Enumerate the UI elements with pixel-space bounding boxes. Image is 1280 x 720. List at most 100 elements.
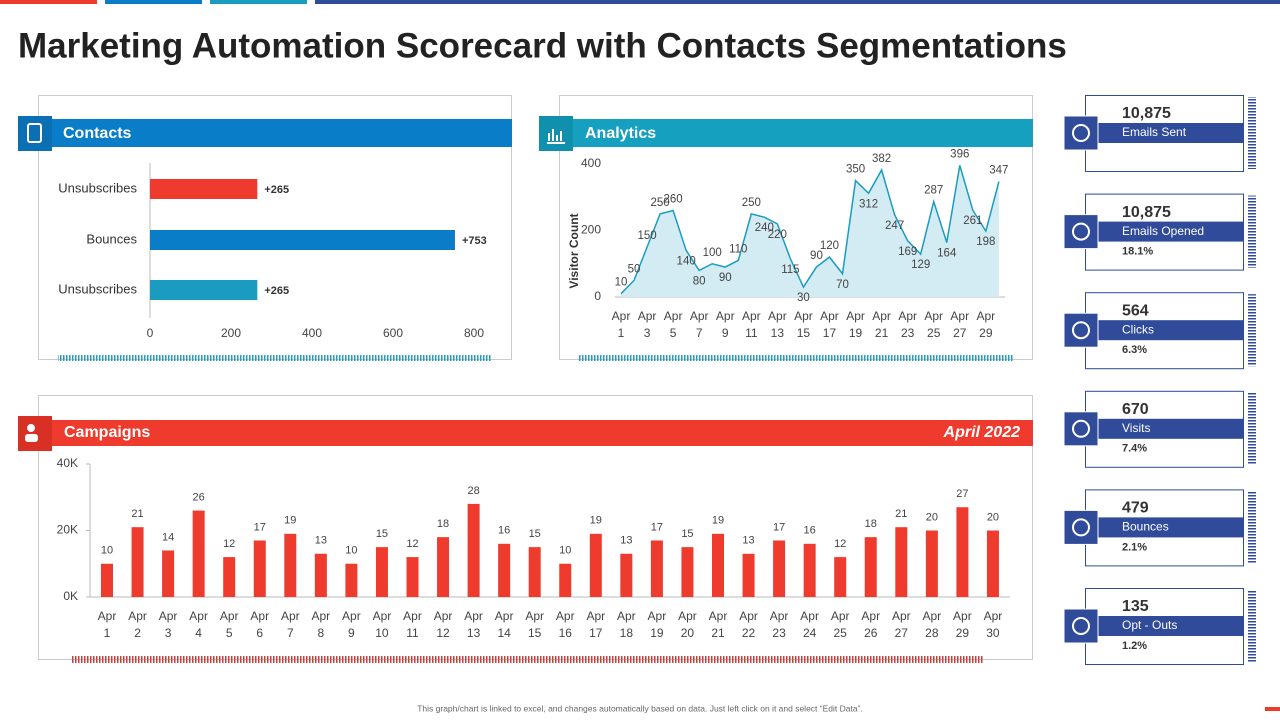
data-label: 19 [712, 515, 724, 527]
panel-title: Analytics [585, 125, 656, 142]
bar [223, 557, 236, 597]
x-tick-label: Apr 23 [898, 309, 917, 340]
x-tick-label: Apr 26 [861, 609, 881, 640]
x-tick-label: Apr 30 [983, 609, 1003, 640]
x-tick-label: Apr 28 [922, 609, 942, 640]
data-label: 15 [376, 528, 388, 540]
kpi-icon-glyph [1072, 617, 1090, 635]
bar [467, 503, 480, 597]
x-tick-label: Apr 21 [708, 609, 728, 640]
data-label: 164 [937, 248, 957, 260]
top-bar [105, 0, 202, 4]
kpi-label: Clicks [1122, 322, 1154, 336]
panel-icon [18, 416, 52, 451]
data-label: 110 [729, 243, 747, 255]
panel-header [539, 119, 1033, 147]
data-label: 21 [131, 508, 143, 520]
data-label: 16 [804, 525, 816, 537]
kpi-icon-glyph [1072, 518, 1090, 537]
bar [150, 230, 455, 250]
bar [559, 563, 572, 597]
data-label: 14 [162, 531, 174, 543]
data-label: 10 [101, 545, 113, 557]
x-tick-label: Apr 9 [715, 309, 735, 340]
data-label: 12 [834, 538, 846, 550]
bar [956, 507, 969, 597]
kpi-hatch [1248, 195, 1256, 268]
x-tick-label: Apr 18 [617, 609, 636, 640]
kpi-band [1098, 320, 1244, 341]
x-tick-label: Apr 10 [372, 609, 392, 640]
data-label: 27 [956, 488, 968, 500]
x-tick-label: Apr 9 [342, 609, 361, 640]
y-tick-label: 200 [581, 223, 601, 237]
x-tick-label: Apr 25 [830, 609, 850, 640]
data-label: 12 [406, 538, 418, 550]
panel-title: Campaigns [64, 424, 150, 441]
x-tick-label: Apr 29 [953, 609, 972, 640]
bar [620, 553, 633, 597]
bar [712, 533, 724, 597]
data-label: 10 [559, 545, 571, 557]
x-tick-label: Apr 29 [976, 309, 996, 340]
data-label: 26 [193, 491, 205, 503]
data-label: 382 [872, 153, 891, 165]
data-label: 20 [987, 511, 999, 523]
kpi-label: Emails Opened [1122, 224, 1204, 238]
hatch [579, 355, 1013, 361]
top-bar [0, 0, 97, 4]
x-tick-label: Apr 14 [494, 609, 514, 640]
bar [150, 280, 258, 300]
bar [986, 530, 999, 597]
x-tick-label: Apr 13 [768, 309, 787, 340]
kpi-icon-glyph [1072, 124, 1090, 142]
kpi-band [1098, 616, 1244, 636]
x-tick-label: Apr 27 [891, 609, 911, 640]
x-tick-label: Apr 27 [950, 309, 970, 340]
data-label: 260 [664, 194, 683, 206]
data-label: 13 [742, 535, 754, 547]
kpi-icon-glyph [1072, 419, 1090, 438]
x-tick-label: Apr 21 [872, 309, 891, 340]
bar [437, 537, 450, 597]
x-tick-label: Apr 1 [611, 309, 631, 340]
x-tick-label: Apr 25 [924, 309, 944, 340]
kpi-icon [1063, 411, 1099, 447]
icon-glyph [27, 123, 42, 143]
data-label: +753 [462, 235, 487, 247]
x-tick-label: Apr 5 [219, 609, 239, 640]
kpi-icon-glyph [1072, 321, 1090, 340]
y-tick-label: Unsubscribes [58, 281, 137, 296]
x-tick-label: Apr 19 [647, 609, 667, 640]
data-label: 17 [773, 521, 785, 533]
y-tick-label: Unsubscribes [58, 180, 137, 195]
x-tick-label: Apr 23 [769, 609, 789, 640]
bar [101, 563, 113, 597]
x-tick-label: Apr 1 [97, 609, 117, 640]
data-label: 80 [693, 275, 706, 287]
footer-note: This graph/chart is linked to excel, and… [417, 703, 863, 713]
kpi-band [1098, 517, 1244, 538]
data-label: 198 [976, 236, 995, 248]
data-label: 247 [885, 220, 904, 232]
data-label: 100 [703, 247, 722, 259]
kpi-hatch [1248, 491, 1256, 564]
data-label: 20 [926, 511, 938, 523]
x-tick-label: Apr 15 [525, 609, 545, 640]
data-label: 21 [895, 508, 907, 520]
data-label: 140 [677, 255, 696, 267]
data-label: 90 [719, 272, 732, 284]
kpi-band [1098, 418, 1244, 439]
kpi-hatch [1248, 294, 1256, 367]
data-label: 16 [498, 525, 510, 537]
panel-header [18, 420, 1033, 446]
panel-subtitle: April 2022 [943, 424, 1021, 441]
bar [528, 547, 541, 597]
kpi-value: 564 [1122, 302, 1149, 319]
icon-glyph [27, 424, 35, 432]
kpi-icon-glyph [1072, 222, 1090, 241]
data-label: 347 [989, 165, 1008, 177]
x-tick-label: 600 [383, 326, 403, 340]
